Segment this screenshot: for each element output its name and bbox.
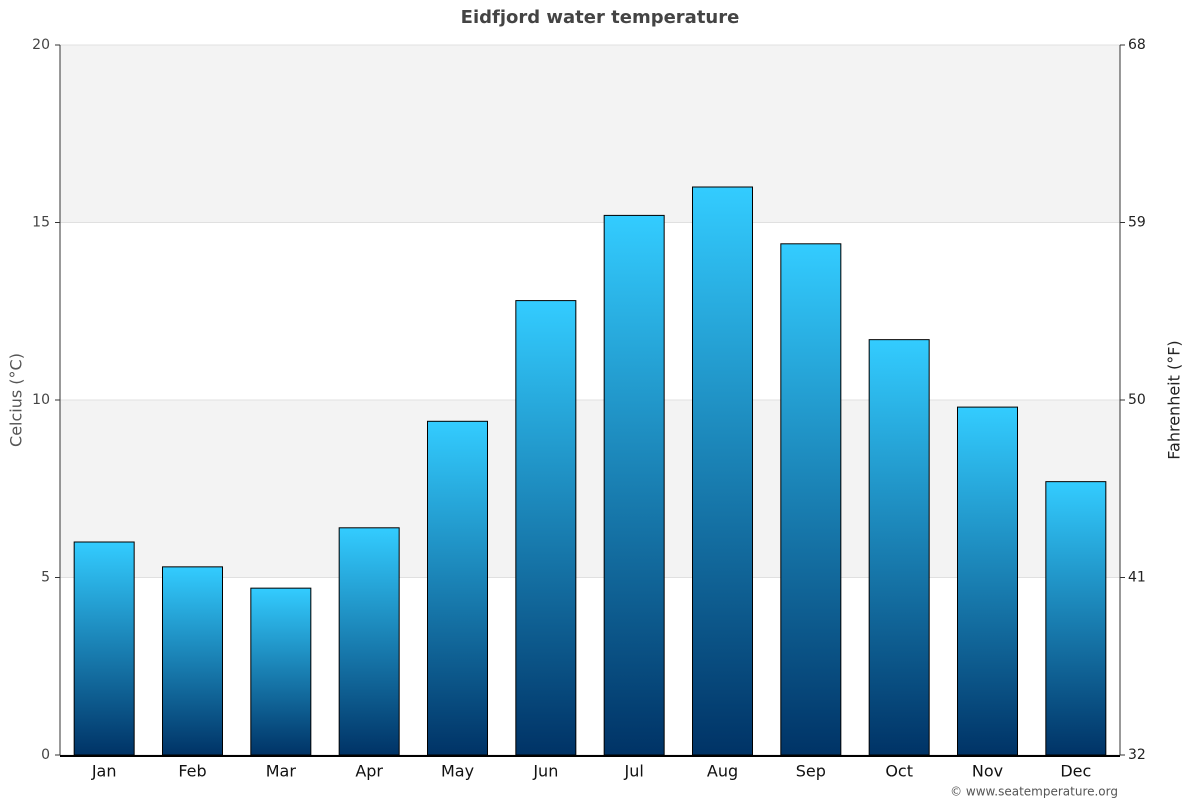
- credit: © www.seatemperature.org: [950, 785, 1118, 799]
- x-tick-label: Feb: [178, 762, 206, 781]
- bar: [957, 406, 1018, 756]
- y2-tick-label: 32: [1128, 747, 1146, 763]
- x-tick-label: Aug: [707, 762, 738, 781]
- bar: [427, 420, 488, 756]
- y2-axis-label: Fahrenheit (°F): [1165, 340, 1184, 459]
- y-tick-label: 5: [41, 570, 50, 586]
- grid-band: [60, 45, 1120, 223]
- x-tick-label: Sep: [796, 762, 826, 781]
- bar: [250, 587, 312, 756]
- x-tick-label: Dec: [1060, 762, 1091, 781]
- y2-tick-label: 68: [1128, 37, 1146, 53]
- bar: [1045, 481, 1107, 756]
- bar: [515, 300, 577, 756]
- bar: [868, 339, 930, 756]
- x-tick-label: Jun: [532, 762, 558, 781]
- grid-band: [60, 400, 1120, 578]
- x-tick-label: Apr: [355, 762, 383, 781]
- y-tick-label: 10: [32, 392, 50, 408]
- x-tick-label: Jan: [91, 762, 117, 781]
- x-tick-label: Oct: [885, 762, 913, 781]
- x-tick-label: Jul: [624, 762, 644, 781]
- x-tick-label: Mar: [266, 762, 297, 781]
- x-tick-label: May: [441, 762, 474, 781]
- bar: [603, 214, 665, 756]
- bar: [73, 541, 135, 756]
- bar: [338, 527, 400, 756]
- y2-tick-label: 50: [1128, 392, 1146, 408]
- y-tick-label: 0: [41, 747, 50, 763]
- bar: [692, 186, 753, 756]
- y2-tick-label: 59: [1128, 215, 1146, 231]
- chart-title: Eidfjord water temperature: [461, 7, 740, 28]
- y-tick-label: 15: [32, 215, 50, 231]
- bar: [780, 243, 842, 756]
- y-axis-label: Celcius (°C): [7, 353, 26, 447]
- x-tick-label: Nov: [972, 762, 1003, 781]
- y2-tick-label: 41: [1128, 570, 1146, 586]
- y-tick-label: 20: [32, 37, 50, 53]
- bar: [162, 566, 223, 756]
